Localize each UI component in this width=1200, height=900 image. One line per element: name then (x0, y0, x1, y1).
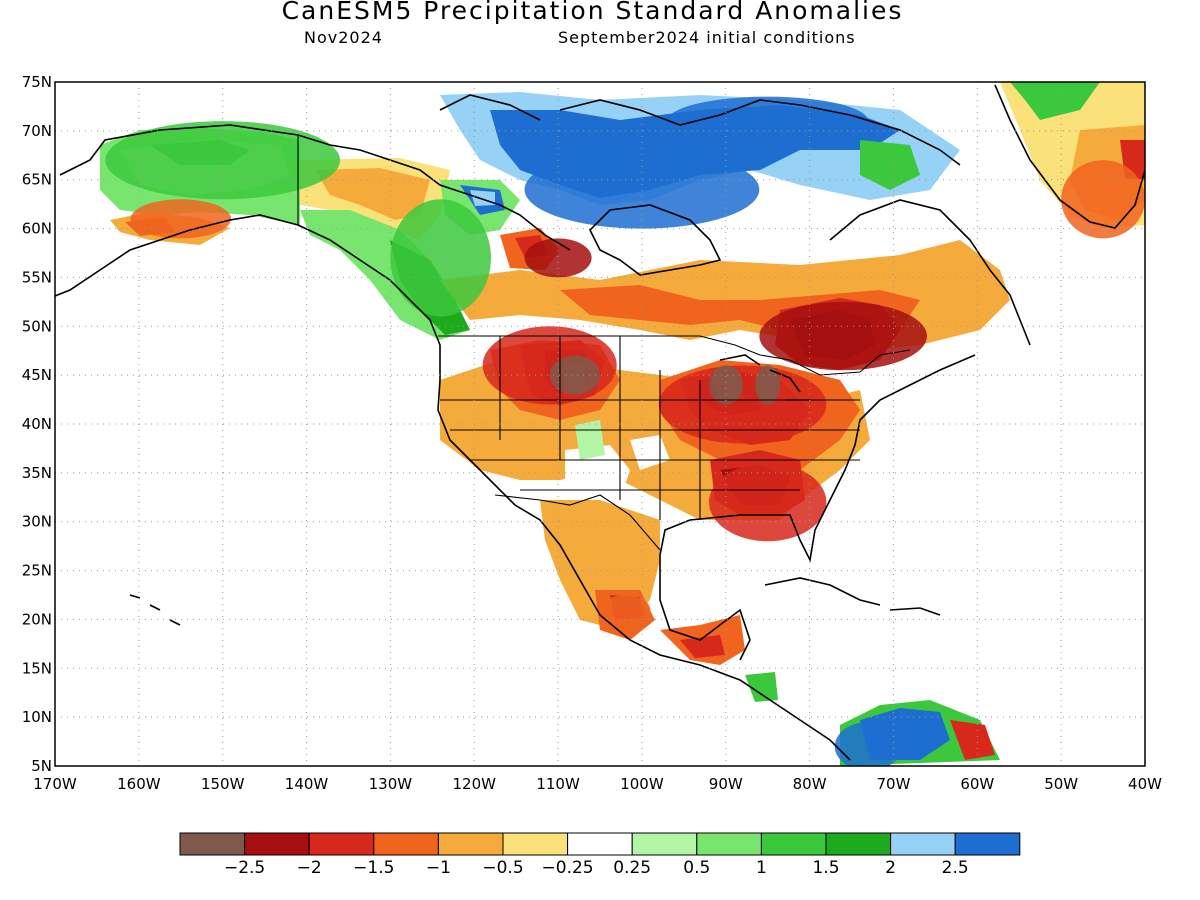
alaska-coast (59, 124, 571, 251)
lat-tick-label: 75N (22, 73, 52, 91)
hudson-bay (589, 204, 722, 276)
lat-tick-label: 5N (31, 757, 52, 775)
arctic-islands (439, 94, 961, 166)
lon-tick-label: 60W (960, 775, 994, 793)
colorbar-label: −2 (297, 858, 322, 878)
anomaly-blob-6 (709, 463, 827, 542)
colorbar-swatch (696, 832, 762, 856)
lat-axis: 5N 10N 15N 20N 25N 30N 35N 40N 45N 50N 55N 60N 65N 70… (22, 73, 52, 775)
coastlines (55, 84, 1145, 761)
lat-tick-label: 10N (22, 708, 52, 726)
alaska-south-coast (55, 214, 299, 297)
us-canada-border (438, 335, 911, 376)
colorbar-swatch (437, 832, 504, 856)
plot-area (55, 82, 1145, 766)
lon-tick-label: 40W (1128, 775, 1162, 793)
lat-tick-label: 65N (22, 171, 52, 189)
map-frame (54, 81, 1146, 767)
anomaly-blob-14 (1061, 160, 1145, 239)
anomaly-blob-11 (390, 199, 492, 317)
colorbar-label: 0.5 (683, 858, 710, 878)
colorbar-swatch (567, 832, 633, 856)
lat-tick-label: 60N (22, 220, 52, 238)
lon-tick-label: 70W (877, 775, 911, 793)
lat-tick-label: 70N (22, 122, 52, 140)
colorbar: −2.5 −2 −1.5 −1 −0.5 −0.25 0.25 0.5 1 1.5 2 2.5 (179, 832, 1021, 878)
colorbar-swatch (373, 832, 439, 856)
lon-tick-label: 50W (1044, 775, 1078, 793)
colorbar-swatch (760, 832, 827, 856)
lon-tick-label: 160W (117, 775, 161, 793)
lon-tick-label: 90W (709, 775, 743, 793)
gridlines (55, 82, 1145, 766)
lon-tick-label: 130W (369, 775, 413, 793)
cuba (764, 577, 881, 606)
gulf-coast (659, 354, 976, 563)
colorbar-swatch (825, 832, 892, 856)
lon-tick-label: 170W (33, 775, 77, 793)
colorbar-swatch (954, 832, 1021, 856)
anomaly-blob-3 (709, 365, 743, 405)
anomaly-blob-8 (524, 150, 760, 229)
colorbar-swatch (308, 832, 375, 856)
colorbar-label: −0.25 (542, 858, 594, 878)
hispaniola (889, 607, 941, 616)
colorbar-label: 2.5 (942, 858, 969, 878)
colorbar-label: 0.25 (613, 858, 651, 878)
anomaly-blob-15 (600, 595, 651, 625)
lat-tick-label: 55N (22, 268, 52, 286)
lat-tick-label: 50N (22, 317, 52, 335)
hawaii (129, 594, 181, 626)
lat-tick-label: 20N (22, 610, 52, 628)
valid-month-label: Nov2024 (304, 28, 383, 47)
colorbar-swatch (502, 832, 569, 856)
lat-tick-label: 35N (22, 464, 52, 482)
colorbar-label: 1.5 (812, 858, 839, 878)
colorbar-swatch (631, 832, 698, 856)
lon-axis: 170W 160W 150W 140W 130W 120W 110W 100W 90W 80W 70… (33, 775, 1162, 793)
colorbar-label: −2.5 (224, 858, 265, 878)
lat-tick-label: 45N (22, 366, 52, 384)
lon-tick-label: 150W (201, 775, 245, 793)
colorbar-label: 2 (885, 858, 896, 878)
colorbar-label: −0.5 (482, 858, 523, 878)
lat-tick-label: 40N (22, 415, 52, 433)
greenland-coast (994, 84, 1145, 229)
map-title: CanESM5 Precipitation Standard Anomalies (281, 0, 904, 25)
west-coast (297, 224, 851, 761)
colorbar-label: −1 (426, 858, 451, 878)
state-lines (440, 336, 860, 520)
colorbar-label: 1 (756, 858, 767, 878)
lon-tick-label: 80W (793, 775, 827, 793)
anomaly-blob-5 (759, 301, 928, 371)
colorbar-swatch (179, 832, 246, 856)
lon-tick-label: 100W (620, 775, 664, 793)
lat-tick-label: 15N (22, 659, 52, 677)
anomaly-blob-7 (524, 238, 592, 278)
colorbar-swatch (890, 832, 956, 856)
us-mexico-border (494, 494, 661, 551)
colorbar-swatch (244, 832, 310, 856)
borders (297, 135, 911, 551)
anomaly-blob-2 (658, 365, 827, 444)
anomaly-blob-4 (755, 365, 781, 405)
yucatan-coast (659, 555, 751, 661)
init-conditions-label: September2024 initial conditions (558, 28, 856, 47)
lat-tick-label: 25N (22, 562, 52, 580)
colorbar-label: −1.5 (353, 858, 394, 878)
labrador-coast (829, 199, 1031, 346)
anomaly-blob-12 (834, 722, 902, 766)
lat-tick-label: 30N (22, 513, 52, 531)
anomaly-blob-1 (549, 355, 600, 395)
lon-tick-label: 140W (285, 775, 329, 793)
lon-tick-label: 110W (536, 775, 580, 793)
anomaly-blob-0 (482, 326, 617, 405)
lon-tick-label: 120W (452, 775, 496, 793)
